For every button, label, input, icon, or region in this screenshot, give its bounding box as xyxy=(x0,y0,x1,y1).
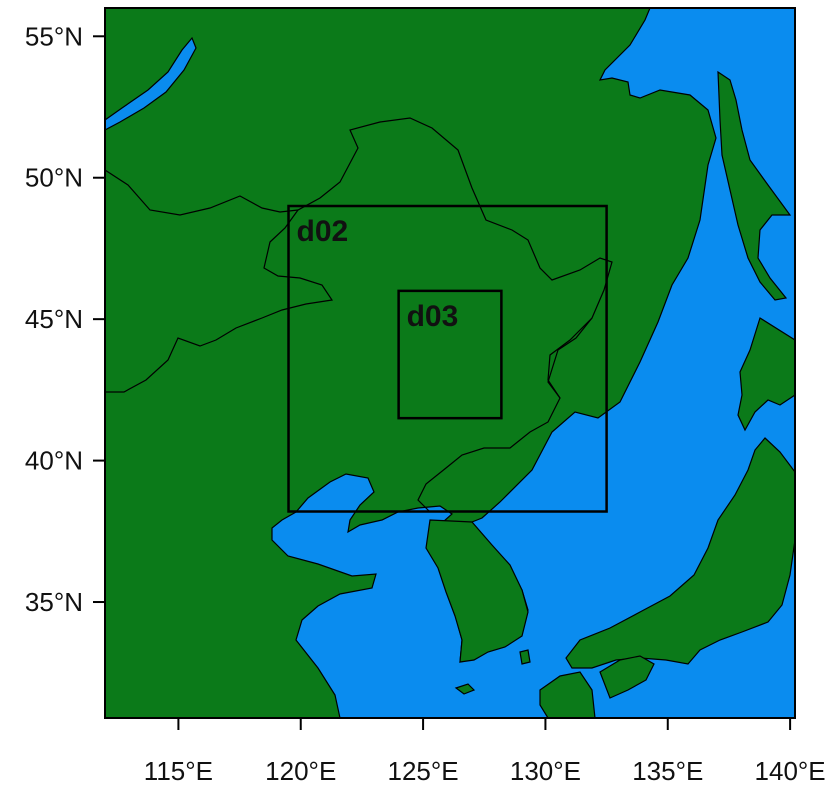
honshu-island xyxy=(565,437,795,669)
lon-tick-label: 140°E xyxy=(755,756,826,786)
longitude-axis: 115°E 120°E 125°E 130°E 135°E 140°E xyxy=(144,718,826,786)
lat-tick-label: 50°N xyxy=(25,163,83,193)
sakhalin-island xyxy=(717,70,792,301)
nested-domains: d02 d03 xyxy=(287,204,608,513)
lat-tick-label: 55°N xyxy=(25,21,83,51)
lat-tick-label: 45°N xyxy=(25,304,83,334)
domain-label-d03: d03 xyxy=(407,300,459,333)
lake-baikal xyxy=(105,36,197,131)
lat-tick-label: 40°N xyxy=(25,446,83,476)
lon-tick-label: 125°E xyxy=(388,756,459,786)
borders xyxy=(105,117,613,513)
tsushima-island xyxy=(519,649,531,665)
shikoku-island xyxy=(599,655,655,699)
lon-tick-label: 135°E xyxy=(632,756,703,786)
lon-tick-label: 115°E xyxy=(144,756,213,786)
domain-box-d03 xyxy=(397,289,503,420)
map-layers xyxy=(105,8,795,718)
kyushu-island xyxy=(539,671,596,718)
korean-peninsula xyxy=(425,519,529,663)
latitude-axis: 55°N 50°N 45°N 40°N 35°N xyxy=(25,21,105,617)
domain-label-d02: d02 xyxy=(297,215,349,248)
lat-tick-label: 35°N xyxy=(25,587,83,617)
lon-tick-label: 120°E xyxy=(265,756,336,786)
jeju-island xyxy=(454,683,476,695)
domain-box-d02 xyxy=(287,204,608,513)
lon-tick-label: 130°E xyxy=(510,756,581,786)
plot-frame xyxy=(104,7,796,719)
hokkaido-island xyxy=(737,317,795,432)
